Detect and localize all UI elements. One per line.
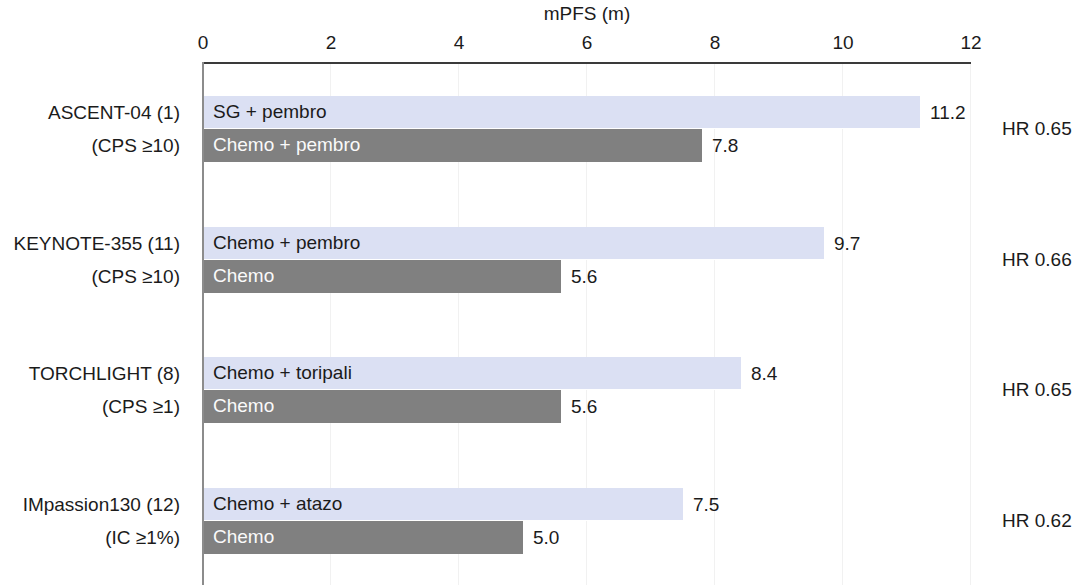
x-axis-tick-label: 12 [949, 31, 993, 55]
bar-control: Chemo [204, 521, 523, 554]
subgroup-label: (IC ≥1%) [0, 521, 180, 554]
x-axis-title: mPFS (m) [203, 3, 971, 25]
bar-value-label: 11.2 [930, 96, 966, 129]
bar-control: Chemo + pembro [204, 129, 702, 162]
bar-label: Chemo + pembro [204, 227, 360, 259]
x-axis-tick-label: 6 [565, 31, 609, 55]
bar-experimental: Chemo + toripali [204, 357, 741, 390]
x-axis-tick-label: 8 [693, 31, 737, 55]
bar-control: Chemo [204, 260, 561, 293]
gridline [842, 64, 843, 585]
bar-control: Chemo [204, 390, 561, 423]
bar-value-label: 8.4 [751, 357, 777, 390]
hr-label: HR 0.62 [1002, 510, 1080, 532]
bar-label: Chemo + pembro [204, 129, 360, 161]
x-axis-line [203, 62, 971, 64]
hr-label: HR 0.65 [1002, 379, 1080, 401]
subgroup-label: (CPS ≥10) [0, 260, 180, 293]
bar-value-label: 9.7 [834, 227, 860, 260]
trial-label: IMpassion130 (12) [0, 488, 180, 521]
x-axis-tick-label: 4 [437, 31, 481, 55]
subgroup-label: (CPS ≥1) [0, 390, 180, 423]
bar-value-label: 5.6 [571, 260, 597, 293]
bar-value-label: 5.0 [533, 521, 559, 554]
trial-label: TORCHLIGHT (8) [0, 357, 180, 390]
trial-label: ASCENT-04 (1) [0, 96, 180, 129]
bar-label: Chemo + toripali [204, 357, 352, 389]
bar-label: Chemo [204, 260, 274, 292]
hr-label: HR 0.66 [1002, 249, 1080, 271]
bar-value-label: 7.8 [712, 129, 738, 162]
bar-label: Chemo [204, 390, 274, 422]
hr-label: HR 0.65 [1002, 118, 1080, 140]
bar-label: Chemo [204, 521, 274, 553]
mpfs-bar-chart: mPFS (m) 024681012ASCENT-04 (1)(CPS ≥10)… [0, 0, 1080, 585]
bar-label: SG + pembro [204, 96, 327, 128]
bar-label: Chemo + atazo [204, 488, 342, 520]
x-axis-tick-label: 10 [821, 31, 865, 55]
x-axis-tick-label: 2 [309, 31, 353, 55]
bar-experimental: SG + pembro [204, 96, 920, 129]
gridline [970, 64, 971, 585]
x-axis-tick-label: 0 [181, 31, 225, 55]
subgroup-label: (CPS ≥10) [0, 129, 180, 162]
bar-value-label: 5.6 [571, 390, 597, 423]
trial-label: KEYNOTE-355 (11) [0, 227, 180, 260]
bar-value-label: 7.5 [693, 488, 719, 521]
bar-experimental: Chemo + pembro [204, 227, 824, 260]
bar-experimental: Chemo + atazo [204, 488, 683, 521]
